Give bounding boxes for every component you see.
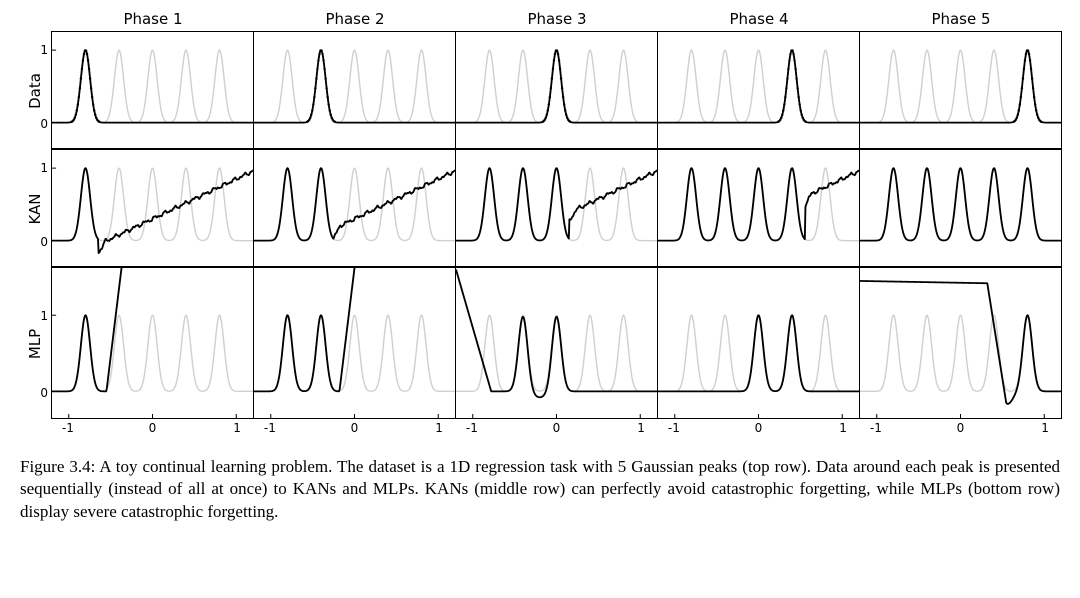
- ghost-curve: [254, 50, 455, 122]
- subplot-panel: 01: [51, 267, 254, 419]
- subplot-svg: [658, 150, 859, 266]
- column-titles-row: Phase 1 Phase 2 Phase 3 Phase 4 Phase 5: [18, 10, 1062, 32]
- subplot-panel: 01: [51, 149, 254, 267]
- subplot-panel: [455, 31, 658, 149]
- subplot-panel: [253, 31, 456, 149]
- x-tick-row: -1 0 1 -1 0 1 -1 0 1 -1 0 1 -1 0 1: [18, 420, 1062, 438]
- col-title-1: Phase 1: [52, 10, 254, 32]
- y-tick-label: 1: [40, 162, 52, 174]
- kan-curve: [860, 168, 1061, 240]
- x-tick-label: -1: [668, 422, 680, 434]
- subplot-panel: [455, 267, 658, 419]
- subplot-svg: [254, 268, 455, 418]
- subplot-svg: [52, 32, 253, 148]
- subplot-panel: [657, 267, 860, 419]
- y-tick-label: 0: [40, 118, 52, 130]
- subplot-svg: [52, 150, 253, 266]
- subplot-svg: [456, 268, 657, 418]
- y-tick-label: 1: [40, 310, 52, 322]
- x-tick-label: 0: [149, 422, 157, 434]
- row-label: KAN: [26, 193, 44, 224]
- subplot-panel: [455, 149, 658, 267]
- x-tick-label: 0: [351, 422, 359, 434]
- subplot-svg: [254, 32, 455, 148]
- subplot-svg: [658, 32, 859, 148]
- row-label: MLP: [26, 329, 44, 359]
- subplot-svg: [456, 150, 657, 266]
- x-tick-cell: -1 0 1: [455, 420, 658, 438]
- x-tick-label: -1: [870, 422, 882, 434]
- subplot-svg: [860, 150, 1061, 266]
- subplot-panel: [253, 149, 456, 267]
- subplot-panel: [657, 31, 860, 149]
- figure: Phase 1 Phase 2 Phase 3 Phase 4 Phase 5 …: [18, 10, 1062, 438]
- subplot-svg: [456, 32, 657, 148]
- subplot-svg: [860, 268, 1061, 418]
- subplot-panel: [253, 267, 456, 419]
- x-tick-cell: -1 0 1: [253, 420, 456, 438]
- y-tick-label: 1: [40, 44, 52, 56]
- x-tick-label: 0: [957, 422, 965, 434]
- subplot-panel: [859, 31, 1062, 149]
- kan-curve: [254, 168, 455, 240]
- data-curve: [52, 50, 253, 122]
- x-tick-label: 1: [637, 422, 645, 434]
- subplot-grid: Data01KAN01MLP01: [18, 32, 1062, 420]
- y-tick-label: 0: [40, 236, 52, 248]
- x-tick-cell: -1 0 1: [657, 420, 860, 438]
- subplot-panel: [859, 149, 1062, 267]
- ghost-curve: [456, 315, 657, 391]
- x-tick-label: 1: [839, 422, 847, 434]
- x-tick-label: -1: [264, 422, 276, 434]
- y-tick-label: 0: [40, 387, 52, 399]
- subplot-svg: [254, 150, 455, 266]
- caption-text: A toy continual learning problem. The da…: [20, 457, 1060, 521]
- data-curve: [860, 50, 1061, 122]
- x-tick-label: 0: [755, 422, 763, 434]
- mlp-curve: [860, 281, 1061, 404]
- x-tick-cell: -1 0 1: [51, 420, 254, 438]
- kan-curve: [456, 168, 657, 240]
- subplot-panel: 01: [51, 31, 254, 149]
- subplot-svg: [860, 32, 1061, 148]
- col-title-4: Phase 4: [658, 10, 860, 32]
- subplot-svg: [658, 268, 859, 418]
- subplot-svg: [52, 268, 253, 418]
- x-tick-label: 0: [553, 422, 561, 434]
- x-tick-label: -1: [466, 422, 478, 434]
- ghost-curve: [456, 50, 657, 122]
- row-label: Data: [26, 73, 44, 109]
- ghost-curve: [658, 50, 859, 122]
- x-tick-label: 1: [435, 422, 443, 434]
- kan-curve: [658, 168, 859, 240]
- figure-caption: Figure 3.4: A toy continual learning pro…: [18, 456, 1062, 523]
- page: Phase 1 Phase 2 Phase 3 Phase 4 Phase 5 …: [0, 0, 1080, 598]
- caption-label: Figure 3.4:: [20, 457, 95, 476]
- x-tick-label: -1: [62, 422, 74, 434]
- col-title-5: Phase 5: [860, 10, 1062, 32]
- col-title-3: Phase 3: [456, 10, 658, 32]
- ghost-curve: [658, 315, 859, 391]
- col-title-2: Phase 2: [254, 10, 456, 32]
- subplot-panel: [657, 149, 860, 267]
- x-tick-label: 1: [1041, 422, 1049, 434]
- x-tick-cell: -1 0 1: [859, 420, 1062, 438]
- x-tick-label: 1: [233, 422, 241, 434]
- subplot-panel: [859, 267, 1062, 419]
